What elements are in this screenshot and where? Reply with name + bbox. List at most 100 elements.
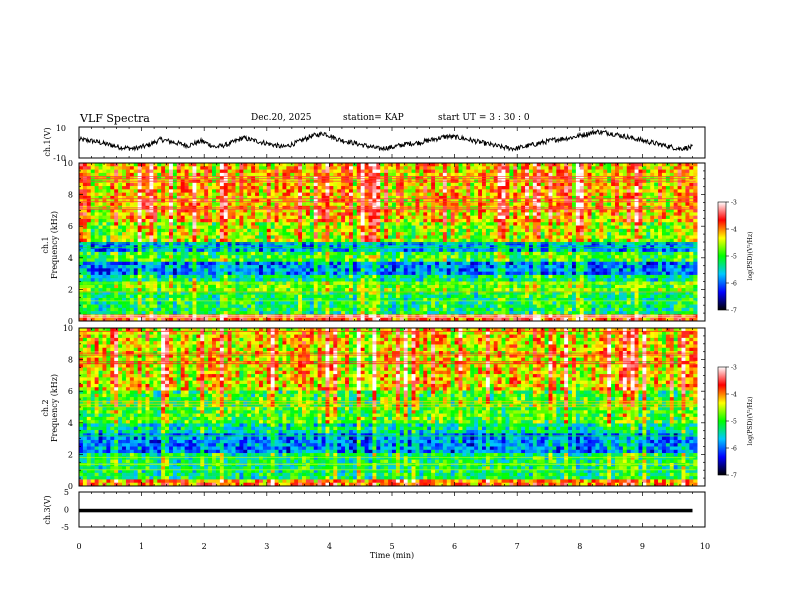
ch1-spec-cell: [540, 232, 545, 236]
ch1-spec-cell: [579, 166, 585, 170]
ch1-spec-cell: [591, 242, 596, 246]
ch1-spec-cell: [258, 255, 264, 259]
ch1-spec-cell: [395, 218, 401, 223]
ch1-spec-cell: [118, 225, 123, 230]
ch1-spec-cell: [122, 232, 127, 236]
ch1-spec-cell: [180, 199, 185, 203]
ch1-spec-cell: [270, 215, 275, 220]
ch1-spec-cell: [399, 222, 405, 226]
ch1-spec-cell: [122, 258, 127, 263]
ch1-spec-cell: [141, 245, 146, 249]
ch1-spec-cell: [466, 186, 471, 190]
ch1-spec-cell: [525, 192, 530, 197]
ch1-spec-cell: [258, 166, 264, 170]
ch1-spec-cell: [599, 245, 604, 249]
ch1-spec-cell: [677, 186, 682, 190]
ch1-spec-cell: [431, 169, 436, 174]
ch1-spec-cell: [552, 199, 557, 203]
ch1-spec-cell: [544, 189, 549, 193]
ch1-spec-cell: [192, 218, 197, 223]
ch1-spec-cell: [599, 225, 604, 230]
ch1-spec-cell: [102, 212, 107, 216]
ch1-spec-cell: [110, 182, 115, 187]
ch1-spec-cell: [161, 261, 166, 266]
ch1-spec-cell: [184, 215, 189, 220]
ch1-spec-cell: [129, 209, 135, 213]
ch1-spec-cell: [364, 258, 369, 263]
ch1-spec-cell: [360, 225, 365, 230]
ch1-spec-cell: [615, 255, 620, 259]
ch1-spec-cell: [110, 172, 115, 177]
ch1-spec-cell: [395, 261, 401, 266]
ch1-spec-cell: [462, 238, 467, 243]
ch1-spec-cell: [575, 245, 581, 249]
ch1-spec-cell: [270, 166, 275, 170]
ch1-spec-cell: [286, 209, 291, 213]
ch1-spec-cell: [525, 258, 530, 263]
ch1-spec-cell: [337, 209, 342, 213]
ch1-spec-cell: [669, 166, 674, 170]
ch1-spec-cell: [215, 235, 221, 240]
ch1-spec-cell: [133, 189, 138, 193]
ch1-spec-cell: [622, 212, 628, 216]
ch1-spec-cell: [665, 218, 671, 223]
ch1-spec-cell: [403, 255, 408, 259]
ch1-spec-cell: [431, 199, 436, 203]
ch1-spec-cell: [525, 215, 530, 220]
ch1-spec-cell: [462, 182, 467, 187]
ch1-spec-cell: [525, 222, 530, 226]
ch1-spec-cell: [278, 218, 283, 223]
ch1-spec-cell: [462, 169, 467, 174]
ch1-spec-cell: [427, 209, 432, 213]
ch1-spec-cell: [168, 255, 174, 259]
ch1-spec-cell: [235, 209, 240, 213]
ch1-spec-cell: [595, 258, 600, 263]
ch1-spec-cell: [325, 163, 330, 167]
ch1-spec-cell: [489, 235, 495, 240]
ch1-spec-cell: [661, 222, 667, 226]
ch1-spec-cell: [548, 215, 553, 220]
ch1-spec-cell: [403, 251, 408, 256]
ch1-spec-cell: [638, 255, 643, 259]
ch1-spec-cell: [395, 192, 401, 197]
ch1-spec-cell: [532, 215, 538, 220]
ch1-spec-cell: [145, 232, 150, 236]
ch1-spec-cell: [90, 202, 95, 207]
ch1-spec-cell: [251, 261, 256, 266]
ch1-spec-cell: [489, 238, 495, 243]
ch1-spec-cell: [525, 225, 530, 230]
ch1-spec-cell: [247, 209, 252, 213]
ch1-spec-cell: [223, 199, 228, 203]
ch1-spec-cell: [446, 182, 451, 187]
ch1-spec-cell: [407, 222, 412, 226]
ch1-spec-cell: [642, 218, 647, 223]
ch1-spec-cell: [309, 245, 315, 249]
ch1-spec-cell: [661, 195, 667, 200]
ch1-spec-cell: [337, 251, 342, 256]
ch1-spec-cell: [79, 218, 84, 223]
ch1-spec-cell: [141, 258, 146, 263]
ch1-spec-cell: [348, 212, 354, 216]
ch1-spec-cell: [411, 199, 416, 203]
ch1-spec-cell: [634, 228, 639, 233]
ch1-spec-cell: [302, 182, 307, 187]
ch1-spec-cell: [438, 199, 444, 203]
ch1-spec-cell: [192, 248, 197, 253]
ch1-spec-cell: [536, 212, 541, 216]
ch1-spec-cell: [438, 192, 444, 197]
ch1-spec-cell: [540, 192, 545, 197]
ch1-spec-cell: [168, 248, 174, 253]
ch1-spec-cell: [79, 258, 84, 263]
ch1-spec-cell: [188, 258, 193, 263]
ch1-spec-cell: [470, 242, 475, 246]
ch1-spec-cell: [654, 195, 659, 200]
ch1-spec-cell: [399, 258, 405, 263]
ch1-spec-cell: [525, 182, 530, 187]
ch1-spec-cell: [145, 163, 150, 167]
ch1-spec-cell: [94, 192, 99, 197]
ch1-spec-cell: [556, 251, 561, 256]
ch1-spec-cell: [626, 235, 631, 240]
ch1-spec-cell: [337, 218, 342, 223]
ch1-spec-cell: [556, 258, 561, 263]
ch1-spec-cell: [689, 235, 694, 240]
